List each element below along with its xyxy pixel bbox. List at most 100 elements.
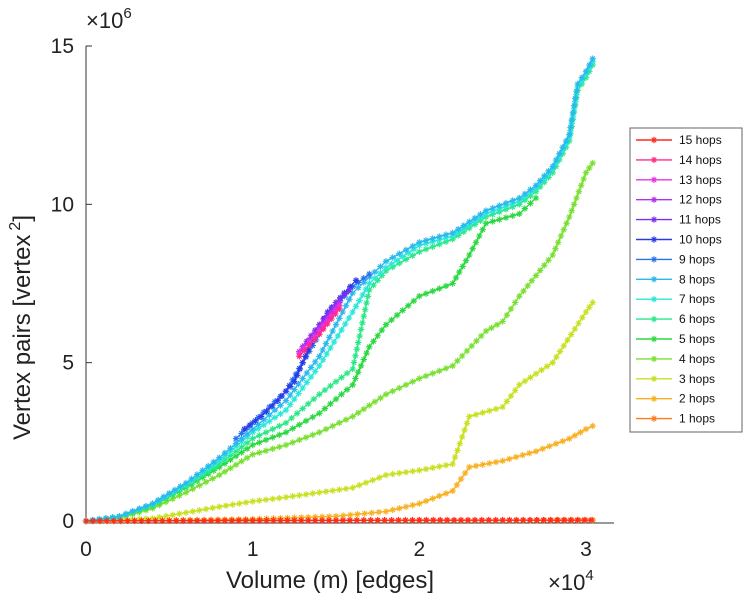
series-marker-8-hops	[360, 279, 367, 286]
series-marker-6-hops	[227, 452, 234, 459]
series-marker-3-hops	[527, 374, 534, 381]
series-marker-2-hops	[519, 451, 526, 459]
series-marker-4-hops	[468, 342, 475, 350]
legend-marker	[650, 196, 658, 203]
series-marker-4-hops	[389, 387, 396, 395]
legend-marker	[650, 355, 658, 363]
series-marker-5-hops	[516, 210, 523, 218]
series-marker-15-hops	[519, 516, 527, 524]
series-marker-7-hops	[342, 320, 349, 328]
legend-marker	[650, 375, 658, 382]
y-multiplier-label: ×106	[86, 5, 132, 33]
series-marker-8-hops	[562, 137, 570, 145]
series-marker-8-hops	[482, 207, 490, 214]
series-marker-3-hops	[382, 471, 390, 479]
series-marker-4-hops	[545, 256, 552, 264]
series-marker-15-hops	[214, 517, 222, 524]
series-marker-8-hops	[471, 214, 479, 222]
series-marker-3-hops	[571, 325, 579, 333]
series-marker-3-hops	[296, 492, 303, 499]
series-14-hops	[296, 305, 343, 360]
series-marker-8-hops	[311, 358, 319, 366]
series-marker-15-hops	[574, 516, 581, 524]
series-marker-8-hops	[573, 88, 580, 95]
legend-label: 13 hops	[679, 173, 722, 187]
series-marker-6-hops	[282, 419, 290, 427]
series-marker-3-hops	[142, 515, 150, 522]
series-marker-6-hops	[176, 486, 183, 494]
legend-item-14-hops: 14 hops	[636, 153, 722, 167]
legend-label: 15 hops	[679, 133, 722, 147]
y-tick-label: 15	[51, 35, 74, 58]
series-marker-8-hops	[382, 258, 390, 265]
series-marker-4-hops	[416, 375, 423, 382]
series-marker-4-hops	[582, 169, 590, 176]
series-marker-15-hops	[103, 517, 111, 525]
series-marker-4-hops	[227, 465, 234, 472]
series-marker-8-hops	[326, 334, 333, 341]
legend-item-4-hops: 4 hops	[636, 352, 715, 366]
legend-marker	[650, 136, 658, 144]
series-marker-6-hops	[232, 448, 240, 455]
series-marker-8-hops	[291, 386, 298, 393]
legend-label: 3 hops	[679, 372, 715, 386]
legend-label: 11 hops	[679, 213, 721, 227]
series-marker-3-hops	[479, 409, 486, 416]
series-marker-4-hops	[555, 239, 562, 246]
series-marker-8-hops	[332, 321, 340, 328]
series-marker-4-hops	[162, 498, 170, 506]
series-marker-3-hops	[269, 495, 276, 503]
series-marker-8-hops	[396, 250, 403, 257]
series-marker-15-hops	[311, 517, 319, 524]
series-marker-11-hops	[337, 295, 344, 302]
series-marker-6-hops	[352, 352, 359, 360]
series-marker-7-hops	[356, 297, 363, 304]
series-marker-2-hops	[402, 503, 410, 510]
series-marker-3-hops	[511, 387, 519, 394]
series-marker-3-hops	[486, 407, 493, 414]
series-marker-7-hops	[277, 410, 284, 418]
series-marker-8-hops	[582, 68, 590, 75]
series-marker-6-hops	[299, 405, 306, 412]
series-marker-4-hops	[536, 267, 544, 274]
series-marker-10-hops	[346, 283, 354, 290]
series-marker-15-hops	[416, 516, 423, 524]
series-marker-4-hops	[209, 475, 216, 482]
series-marker-3-hops	[336, 486, 343, 493]
series-marker-8-hops	[182, 479, 190, 487]
series-marker-4-hops	[202, 478, 210, 486]
series-marker-5-hops	[289, 425, 296, 432]
series-marker-14-hops	[320, 325, 327, 333]
series-marker-4-hops	[549, 251, 556, 259]
series-marker-4-hops	[473, 337, 480, 345]
series-marker-8-hops	[155, 496, 162, 504]
series-marker-2-hops	[429, 495, 436, 502]
series-marker-3-hops	[236, 500, 243, 507]
series-marker-3-hops	[556, 348, 564, 355]
series-marker-6-hops	[361, 306, 369, 313]
series-marker-15-hops	[388, 516, 395, 524]
series-marker-2-hops	[546, 443, 553, 450]
series-marker-7-hops	[366, 280, 373, 287]
series-marker-5-hops	[221, 460, 229, 467]
series-marker-6-hops	[429, 243, 436, 250]
series-marker-8-hops	[349, 289, 356, 297]
series-marker-6-hops	[269, 425, 276, 433]
series-marker-11-hops	[324, 310, 331, 317]
series-marker-15-hops	[409, 516, 416, 524]
series-marker-7-hops	[338, 326, 345, 334]
legend-label: 1 hops	[679, 412, 715, 426]
series-marker-5-hops	[338, 391, 345, 398]
series-marker-15-hops	[89, 517, 97, 525]
series-marker-3-hops	[276, 494, 283, 502]
series-marker-3-hops	[309, 490, 316, 497]
series-marker-8-hops	[516, 194, 523, 202]
series-marker-7-hops	[271, 414, 279, 421]
series-marker-8-hops	[109, 514, 116, 521]
series-marker-8-hops	[336, 315, 343, 322]
series-marker-3-hops	[196, 507, 203, 514]
series-marker-8-hops	[574, 80, 581, 88]
series-marker-4-hops	[499, 318, 506, 325]
series-marker-8-hops	[416, 239, 423, 246]
